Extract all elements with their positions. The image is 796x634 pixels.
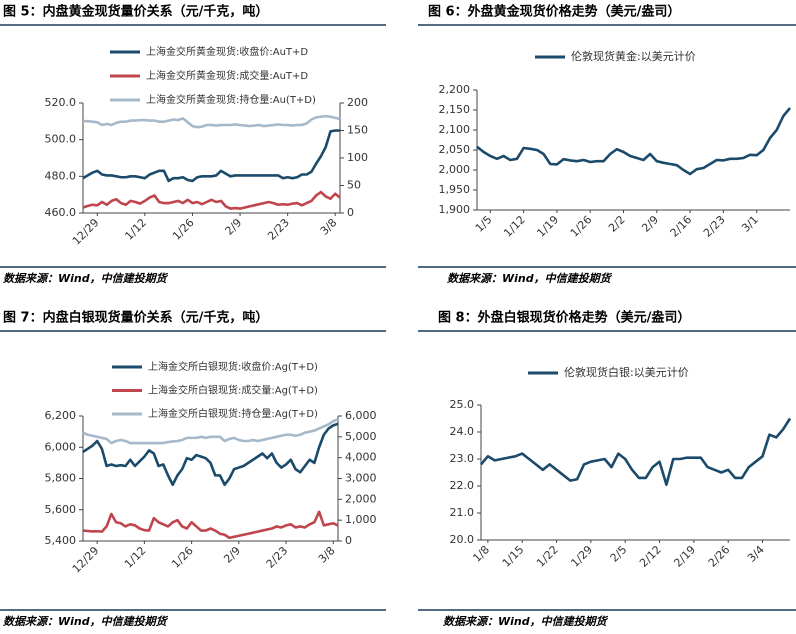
x-tick-label: 2/9 [639,213,661,235]
x-tick-label: 1/22 [534,543,561,570]
legend-label: 伦敦现货白银:以美元计价 [564,365,689,379]
x-tick-label: 1/29 [568,543,595,570]
y2-tick-label: 0 [347,206,354,219]
y-tick-label: 22.0 [450,479,475,492]
x-tick-label: 2/23 [265,216,292,243]
series-line [82,510,339,540]
series-line [82,422,339,487]
y2-tick-label: 150 [347,124,368,137]
y-tick-label: 520.0 [45,96,77,109]
x-tick-label: 3/8 [318,216,340,238]
y2-tick-label: 200 [347,96,368,109]
x-tick-label: 1/26 [169,544,196,571]
chart-title: 图 8：外盘白银现货价格走势（美元/盎司） [438,310,690,326]
y-tick-label: 1,900 [439,203,471,216]
series-line [83,114,341,129]
y-tick-label: 24.0 [450,425,475,438]
y-tick-label: 5,600 [45,503,77,516]
y-tick-label: 5,400 [45,534,77,547]
legend-label: 上海金交所黄金现货:持仓量:Au(T+D) [146,93,316,106]
y2-tick-label: 50 [347,179,361,192]
x-tick-label: 1/12 [122,216,149,243]
y2-tick-label: 1,000 [345,513,377,526]
chart-title: 图 5：内盘黄金现货量价关系（元/千克，吨） [3,4,268,20]
x-tick-label: 2/23 [701,213,728,240]
x-tick-label: 1/8 [470,543,492,565]
x-tick-label: 2/16 [668,213,695,240]
y2-tick-label: 6,000 [345,409,377,422]
legend-label: 上海金交所黄金现货:成交量:AuT+D [146,69,308,82]
y-tick-label: 2,000 [439,163,471,176]
series-line [476,107,791,176]
y-tick-label: 5,800 [45,472,77,485]
x-tick-label: 2/9 [223,216,245,238]
x-tick-label: 2/5 [608,543,630,565]
x-tick-label: 1/12 [122,544,149,571]
source-note: 数据来源：Wind，中信建投期货 [447,272,613,285]
y-tick-label: 25.0 [450,398,475,411]
legend-label: 上海金交所白银现货:成交量:Ag(T+D) [148,384,318,397]
y-tick-label: 6,000 [45,440,77,453]
y2-tick-label: 3,000 [345,472,377,485]
x-tick-label: 2/23 [264,544,291,571]
y-tick-label: 21.0 [450,506,475,519]
y-tick-label: 20.0 [450,533,475,546]
x-tick-label: 1/26 [568,213,595,240]
x-tick-label: 1/19 [534,213,561,240]
y2-tick-label: 2,000 [345,492,377,505]
x-tick-label: 3/4 [745,543,767,565]
x-tick-label: 2/9 [221,544,243,566]
x-tick-label: 2/26 [706,543,733,570]
series-line [82,190,341,210]
x-tick-label: 12/29 [70,216,102,248]
x-tick-label: 3/1 [739,213,761,235]
x-tick-label: 2/2 [606,213,628,235]
y2-tick-label: 4,000 [345,451,377,464]
y-tick-label: 2,050 [439,143,471,156]
source-note: 数据来源：Wind，中信建投期货 [443,615,609,628]
x-tick-label: 1/12 [501,213,528,240]
y-tick-label: 23.0 [450,452,475,465]
x-tick-label: 1/15 [500,543,527,570]
y-tick-label: 2,200 [439,83,471,96]
y-tick-label: 2,150 [439,103,471,116]
source-note: 数据来源：Wind，中信建投期货 [3,272,169,285]
y2-tick-label: 5,000 [345,430,377,443]
y2-tick-label: 100 [347,151,368,164]
x-tick-label: 1/26 [170,216,197,243]
legend-label: 上海金交所白银现货:持仓量:Ag(T+D) [148,407,318,420]
y-tick-label: 500.0 [45,133,77,146]
y-tick-label: 1,950 [439,183,471,196]
x-tick-label: 2/19 [671,543,698,570]
chart-title: 图 6：外盘黄金现货价格走势（美元/盎司） [428,4,680,20]
x-tick-label: 1/5 [473,213,495,235]
chart-title: 图 7：内盘白银现货量价关系（元/千克，吨） [3,310,268,326]
series-line [82,417,339,445]
x-tick-label: 3/8 [316,544,338,566]
y-tick-label: 6,200 [45,409,77,422]
y-tick-label: 2,100 [439,123,471,136]
legend-label: 上海金交所黄金现货:收盘价:AuT+D [146,45,308,58]
y2-tick-label: 0 [345,534,352,547]
series-line [480,417,792,486]
y-tick-label: 460.0 [45,206,77,219]
x-tick-label: 12/29 [70,544,102,576]
legend-label: 上海金交所白银现货:收盘价:Ag(T+D) [148,360,318,373]
y-tick-label: 480.0 [45,169,77,182]
x-tick-label: 2/12 [637,543,664,570]
legend-label: 伦敦现货黄金:以美元计价 [571,49,696,63]
source-note: 数据来源：Wind，中信建投期货 [3,615,169,628]
series-line [82,129,340,183]
